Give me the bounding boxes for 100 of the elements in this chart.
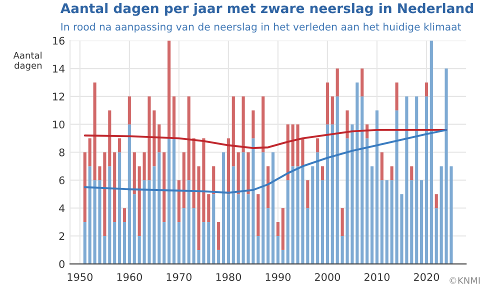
bar — [172, 96, 176, 138]
y-tick-label: 4 — [59, 204, 65, 212]
y-tick-label: 14 — [53, 64, 65, 72]
bar — [311, 166, 314, 264]
bar — [424, 82, 428, 96]
bar — [232, 166, 235, 264]
x-tick-label: 1960 — [117, 273, 142, 281]
bar — [222, 152, 226, 264]
bar — [187, 180, 190, 264]
x-tick-label: 1980 — [216, 273, 242, 281]
bar — [207, 222, 210, 264]
bar — [434, 208, 438, 264]
bar — [177, 180, 180, 222]
bar — [83, 222, 86, 264]
bar — [212, 194, 216, 264]
y-tick-label: 6 — [59, 176, 65, 184]
bar — [168, 40, 171, 138]
bar — [370, 166, 374, 264]
bar — [330, 96, 334, 124]
bar — [226, 138, 230, 194]
y-tick-label: 10 — [53, 120, 64, 128]
bar — [346, 110, 349, 138]
bar — [122, 222, 126, 264]
bar — [424, 96, 428, 264]
y-tick-label: 0 — [59, 260, 64, 268]
bar — [128, 124, 131, 264]
bar — [434, 194, 438, 208]
bar — [380, 180, 384, 264]
bar — [340, 208, 344, 236]
bar — [262, 96, 265, 152]
x-tick-label: 2000 — [314, 273, 340, 281]
chart-title: Aantal dagen per jaar met zware neerslag in Nederland — [60, 3, 473, 16]
bar — [158, 124, 161, 152]
bar — [138, 166, 141, 236]
bar — [256, 194, 260, 236]
bar — [158, 152, 161, 264]
bar — [226, 194, 230, 264]
bar — [88, 166, 92, 264]
bar — [330, 124, 334, 264]
bar — [252, 110, 255, 138]
bar — [320, 166, 324, 180]
y-tick-label: 2 — [59, 232, 64, 240]
bar — [138, 236, 141, 264]
x-tick-label: 1970 — [166, 273, 192, 281]
bar — [113, 222, 116, 264]
bar — [118, 138, 122, 152]
bar — [207, 194, 210, 222]
bar — [177, 222, 180, 264]
bar — [336, 96, 339, 264]
bar — [410, 166, 414, 180]
bar — [380, 152, 384, 180]
bar — [306, 180, 310, 208]
bar — [187, 96, 190, 180]
bar — [162, 152, 166, 222]
x-tick-label: 2020 — [414, 273, 440, 281]
bar — [132, 194, 136, 264]
bar — [242, 96, 245, 152]
bar — [122, 208, 126, 222]
bar — [118, 152, 122, 264]
bar — [415, 96, 418, 264]
bar — [256, 236, 260, 264]
bar — [236, 152, 240, 194]
bar — [266, 166, 270, 208]
bar — [217, 222, 220, 250]
bar — [83, 152, 86, 222]
bar — [366, 138, 369, 264]
x-tick-label: 1950 — [68, 273, 92, 281]
bar — [182, 152, 186, 208]
bar — [326, 124, 330, 264]
bar — [182, 208, 186, 264]
bar — [336, 68, 339, 96]
x-tick-label: 1990 — [266, 273, 291, 281]
bar — [360, 96, 364, 264]
bar — [316, 138, 320, 152]
bar — [326, 82, 330, 124]
bar — [375, 110, 379, 264]
bar — [128, 96, 131, 124]
y-tick-label: 8 — [59, 148, 64, 156]
bar — [276, 222, 280, 236]
bar — [271, 152, 275, 264]
bar — [108, 166, 112, 264]
bar — [440, 166, 443, 264]
bar — [276, 236, 280, 264]
bar — [286, 180, 290, 264]
chart-subtitle: In rood na aanpassing van de neerslag in het verleden aan het huidige klimaat — [61, 22, 462, 33]
bar — [162, 222, 166, 264]
bar — [430, 40, 433, 264]
bar — [88, 138, 92, 166]
bar — [212, 166, 216, 194]
bar — [266, 208, 270, 264]
bar — [420, 180, 424, 264]
bar — [385, 180, 388, 264]
bar — [286, 124, 290, 180]
bar — [232, 96, 235, 166]
bar — [360, 68, 364, 96]
bar — [410, 180, 414, 264]
bar — [246, 152, 250, 194]
x-tick-label: 2010 — [364, 273, 390, 281]
bar — [108, 110, 112, 166]
line-series — [84, 128, 448, 150]
